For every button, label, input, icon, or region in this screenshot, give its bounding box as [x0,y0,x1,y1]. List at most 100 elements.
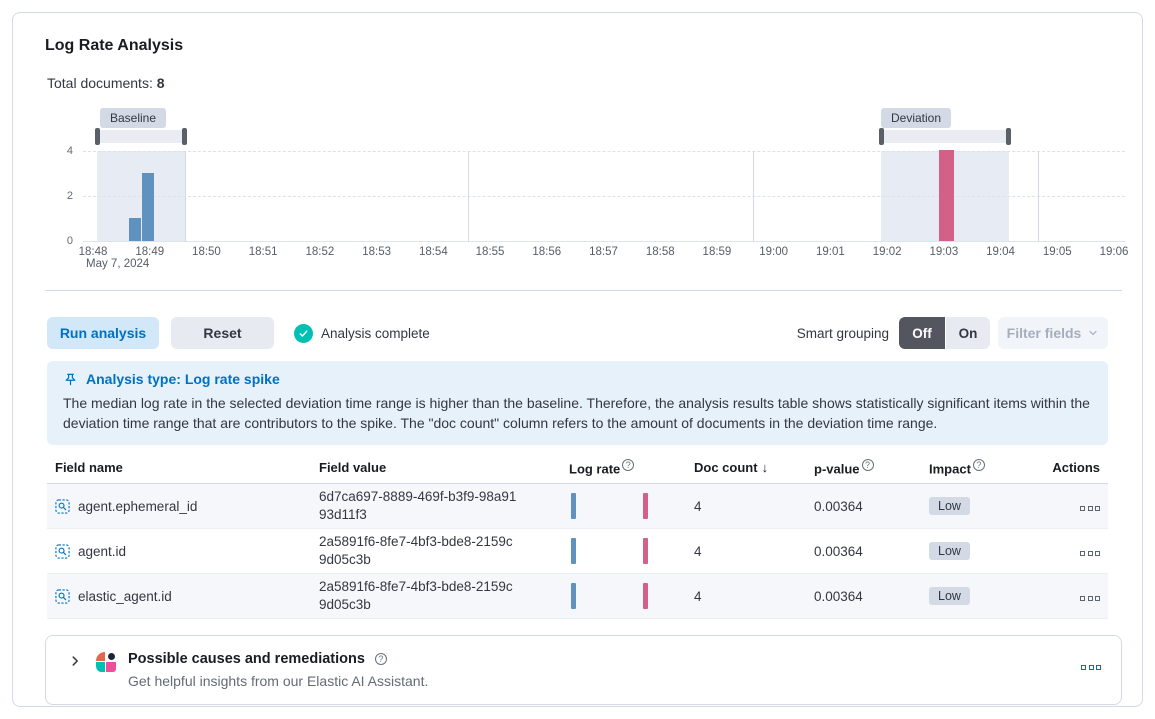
chart-plot-area[interactable] [83,150,1125,242]
doc-count-value: 4 [694,543,702,559]
reset-button[interactable]: Reset [171,317,274,349]
p-value: 0.00364 [814,543,863,559]
x-axis-tick: 18:49 [135,246,165,258]
field-value: 2a5891f6-8fe7-4bf3-bde8-2159c9d05c3b [319,579,513,613]
gridline [83,151,1125,152]
total-documents: Total documents: 8 [47,75,1108,91]
field-name-value: elastic_agent.id [78,588,172,604]
filter-fields-button[interactable]: Filter fields [998,317,1108,349]
x-axis-tick: 18:51 [248,246,278,258]
callout-body: The median log rate in the selected devi… [63,395,1090,431]
boxes-horizontal-icon [1080,505,1085,511]
column-header-doc-count[interactable]: Doc count ↓ [694,460,769,476]
baseline-brush-right-handle[interactable] [182,128,187,145]
accordion-title[interactable]: Possible causes and remediations [128,651,365,668]
column-header-actions: Actions [1052,460,1100,476]
deviation-brush[interactable] [879,128,1011,145]
gridline [753,151,754,242]
x-axis-tick: 19:05 [1042,246,1072,258]
deviation-doc-count-bar[interactable] [939,150,954,241]
baseline-mini-bar [571,493,576,520]
question-in-circle-icon: ? [622,459,635,471]
smart-grouping-toggle: Off On [899,317,990,349]
callout-title: Analysis type: Log rate spike [86,371,280,387]
field-search-icon[interactable] [55,589,70,604]
document-count-chart: Baseline Deviation 4 2 0 [47,108,1128,270]
row-actions-button[interactable] [1080,550,1100,556]
boxes-horizontal-icon [1080,595,1085,601]
p-value: 0.00364 [814,588,863,604]
x-axis-tick: 18:59 [702,246,732,258]
field-name-value: agent.id [78,543,127,559]
x-axis-tick: 19:04 [986,246,1015,258]
column-header-field-name[interactable]: Field name [55,460,123,476]
doc-count-value: 4 [694,588,702,604]
gridline [468,151,469,242]
check-in-circle-icon [294,323,313,343]
accordion-actions-button[interactable] [1081,665,1101,671]
p-value: 0.00364 [814,498,863,514]
accordion-subtitle: Get helpful insights from our Elastic AI… [128,673,429,690]
x-axis-tick: 18:48 [78,246,108,258]
x-axis-tick: 19:03 [929,246,959,258]
column-header-log-rate[interactable]: Log rate? [561,455,686,483]
deviation-mini-bar [643,493,648,520]
run-analysis-button[interactable]: Run analysis [47,317,159,349]
x-axis-tick: 19:00 [759,246,789,258]
filter-fields-label: Filter fields [1006,325,1082,341]
x-axis-tick: 18:57 [589,246,618,258]
y-axis-tick: 4 [66,145,73,157]
field-search-icon[interactable] [55,499,70,514]
impact-badge: Low [929,587,970,606]
pin-icon [65,373,76,385]
baseline-mini-bar [571,583,576,610]
x-axis-date-label: May 7, 2024 [86,258,150,270]
smart-grouping-off-button[interactable]: Off [899,317,945,349]
table-row: elastic_agent.id 2a5891f6-8fe7-4bf3-bde8… [47,574,1108,620]
y-axis-tick: 2 [66,190,73,202]
log-rate-mini-chart [569,492,678,520]
accordion-text: Possible causes and remediations ? Get h… [128,651,428,689]
analysis-toolbar: Run analysis Reset Analysis complete Sma… [47,317,1108,349]
smart-grouping-on-button[interactable]: On [946,317,990,349]
x-axis-tick: 18:55 [475,246,505,258]
baseline-doc-count-bar[interactable] [129,218,141,241]
column-header-field-value[interactable]: Field value [319,460,387,476]
boxes-horizontal-icon [1081,665,1086,671]
x-axis-tick: 18:52 [305,246,335,258]
baseline-brush[interactable] [95,128,187,145]
elastic-ai-assistant-logo [96,652,116,673]
row-actions-button[interactable] [1080,505,1100,511]
analysis-status: Analysis complete [294,323,430,343]
table-row: agent.ephemeral_id 6d7ca697-8889-469f-b3… [47,484,1108,530]
impact-badge: Low [929,497,970,516]
chevron-right-icon [72,656,78,667]
column-header-p-value[interactable]: p-value? [806,455,921,483]
analysis-results-table: Field name Field value Log rate? Doc cou… [47,455,1108,620]
baseline-brush-left-handle[interactable] [95,128,100,145]
x-axis-tick: 18:50 [192,246,221,258]
deviation-mini-bar [643,538,648,565]
deviation-brush-left-handle[interactable] [879,128,884,145]
field-value: 6d7ca697-8889-469f-b3f9-98a9193d11f3 [319,489,517,523]
question-in-circle-icon[interactable]: ? [374,653,387,666]
row-actions-button[interactable] [1080,595,1100,601]
accordion-expand-button[interactable] [66,652,84,673]
x-axis-tick: 19:01 [815,246,845,258]
x-axis-tick: 19:06 [1099,246,1129,258]
gridline [185,151,186,242]
question-in-circle-icon: ? [972,459,985,471]
possible-causes-accordion: Possible causes and remediations ? Get h… [45,635,1122,706]
table-row: agent.id 2a5891f6-8fe7-4bf3-bde8-2159c9d… [47,529,1108,575]
deviation-badge: Deviation [881,108,952,128]
x-axis-tick: 19:02 [872,246,902,258]
log-rate-mini-chart [569,537,678,565]
deviation-brush-right-handle[interactable] [1006,128,1011,145]
question-in-circle-icon: ? [861,459,874,471]
gridline [1038,151,1039,242]
smart-grouping-label: Smart grouping [796,325,889,341]
y-axis: 4 2 0 [47,145,77,247]
field-search-icon[interactable] [55,544,70,559]
baseline-doc-count-bar[interactable] [142,172,154,241]
column-header-impact[interactable]: Impact? [921,455,1041,483]
